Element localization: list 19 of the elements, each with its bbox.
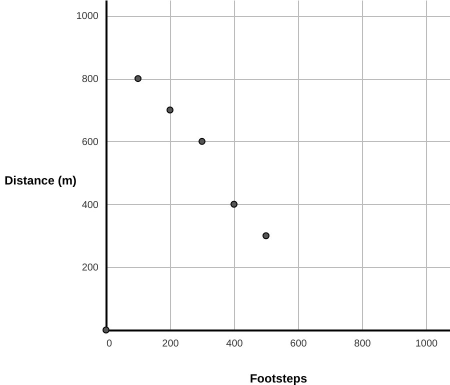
point — [230, 200, 238, 208]
x-tick-label: 800 — [354, 338, 372, 350]
point — [134, 75, 142, 82]
x-axis-title: Footsteps — [250, 372, 308, 385]
y-axis-title: Distance (m) — [4, 174, 77, 188]
y-tick-label: 800 — [82, 74, 99, 86]
y-tick-label: 1000 — [76, 11, 99, 22]
y-tick-label: 600 — [82, 136, 99, 148]
y-tick-label: 200 — [82, 262, 99, 274]
x-tick-label: 1000 — [415, 338, 438, 350]
point — [166, 106, 174, 114]
x-tick-label: 400 — [226, 338, 244, 350]
y-tick-label: 400 — [82, 200, 99, 211]
point — [262, 232, 270, 240]
x-tick-label: 0 — [106, 338, 112, 350]
x-tick-label: 200 — [162, 338, 180, 350]
point — [198, 138, 206, 145]
point — [102, 326, 110, 334]
x-tick-label: 600 — [290, 338, 308, 350]
